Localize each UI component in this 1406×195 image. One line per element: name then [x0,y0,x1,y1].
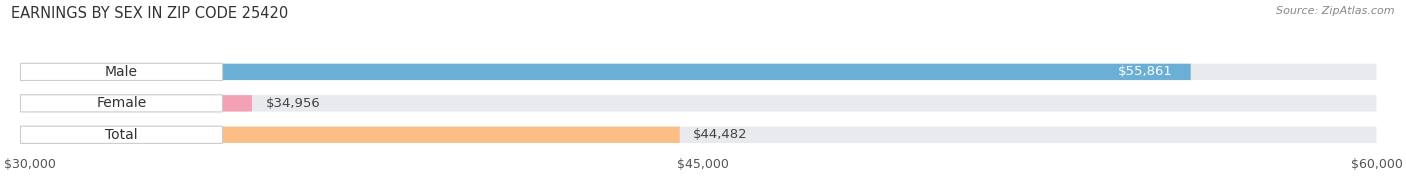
FancyBboxPatch shape [21,95,222,112]
FancyBboxPatch shape [21,63,222,81]
FancyBboxPatch shape [30,95,1376,112]
Text: Male: Male [105,65,138,79]
Text: Source: ZipAtlas.com: Source: ZipAtlas.com [1277,6,1395,16]
FancyBboxPatch shape [30,127,679,143]
FancyBboxPatch shape [30,95,252,112]
Text: $34,956: $34,956 [266,97,321,110]
Text: $44,482: $44,482 [693,128,748,141]
FancyBboxPatch shape [21,126,222,143]
Text: $55,861: $55,861 [1118,65,1173,78]
Text: Female: Female [97,96,146,110]
FancyBboxPatch shape [30,127,1376,143]
FancyBboxPatch shape [30,64,1191,80]
Text: EARNINGS BY SEX IN ZIP CODE 25420: EARNINGS BY SEX IN ZIP CODE 25420 [11,6,288,21]
Text: Total: Total [105,128,138,142]
FancyBboxPatch shape [30,64,1376,80]
